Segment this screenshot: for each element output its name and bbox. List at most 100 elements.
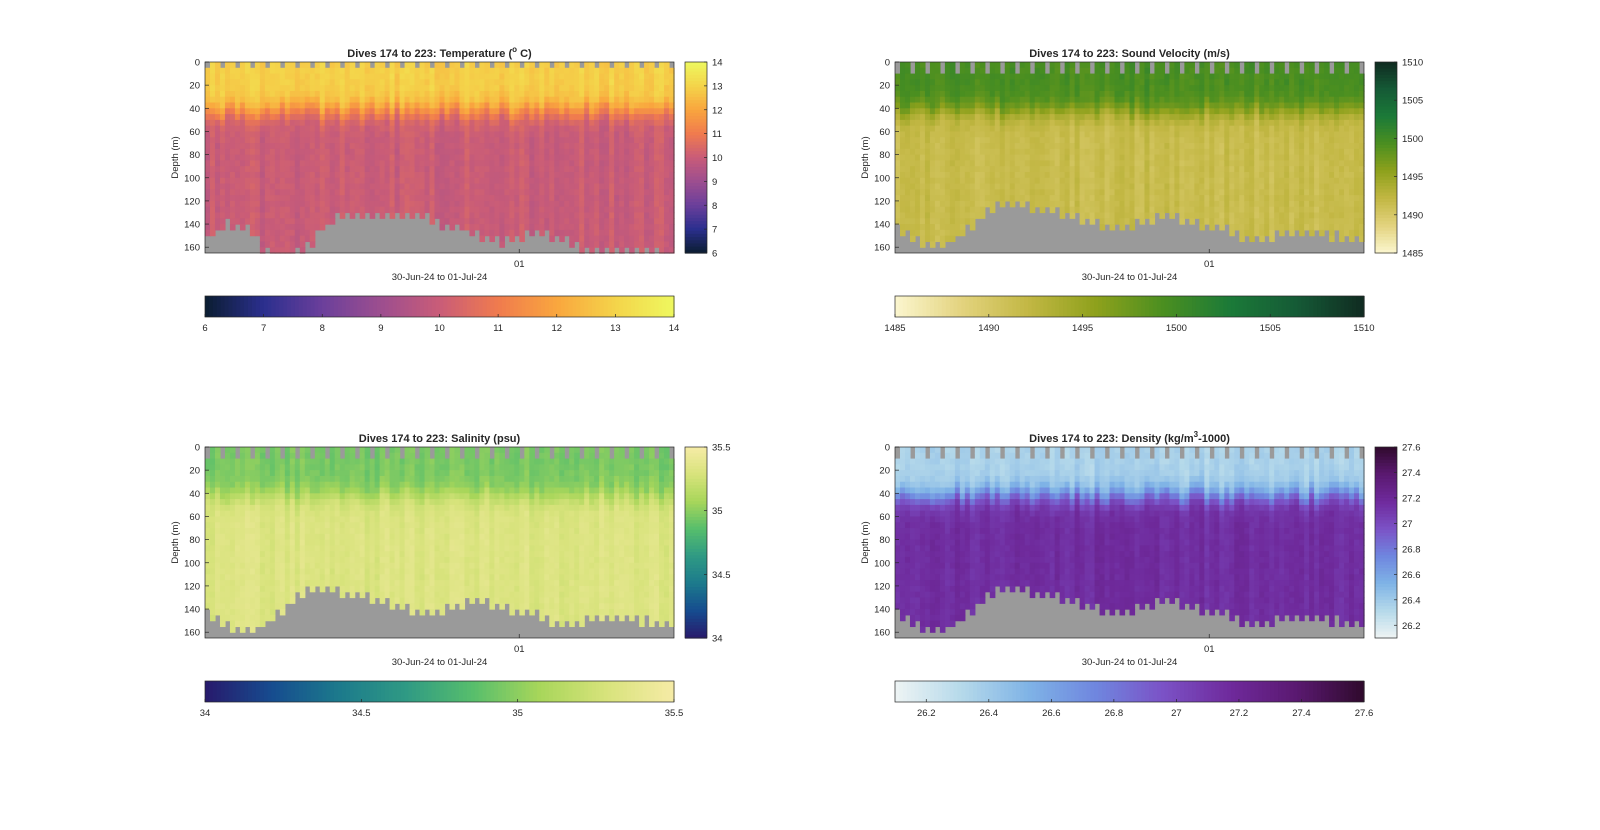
heatmap-cell	[574, 85, 580, 92]
heatmap-cell	[529, 224, 535, 231]
heatmap-cell	[334, 137, 341, 144]
heatmap-cell	[424, 183, 431, 190]
heatmap-cell	[339, 85, 346, 92]
heatmap-cell	[929, 119, 936, 127]
heatmap-cell	[1079, 218, 1086, 225]
heatmap-cell	[649, 247, 655, 254]
heatmap-cell	[364, 171, 371, 179]
heatmap-cell	[344, 200, 351, 208]
heatmap-cell	[529, 79, 535, 86]
heatmap-cell	[929, 212, 936, 219]
heatmap-cell	[644, 90, 650, 98]
heatmap-cell	[1089, 200, 1096, 208]
heatmap-cell	[1119, 148, 1126, 156]
heatmap-cell	[1224, 177, 1230, 185]
heatmap-column	[669, 67, 675, 254]
heatmap-cell	[414, 206, 421, 214]
heatmap-cell	[239, 189, 246, 196]
heatmap-cell	[554, 200, 560, 208]
heatmap-cell	[554, 119, 560, 127]
heatmap-cell	[309, 125, 316, 133]
heatmap-cell	[584, 241, 590, 248]
heatmap-cell	[614, 177, 620, 185]
heatmap-cell	[384, 171, 391, 179]
heatmap-cell	[219, 224, 226, 231]
heatmap-cell	[604, 108, 610, 115]
heatmap-cell	[999, 131, 1006, 138]
heatmap-cell	[929, 73, 936, 80]
heatmap-cell	[909, 108, 916, 115]
heatmap-cell	[899, 148, 906, 156]
heatmap-cell	[214, 108, 221, 115]
heatmap-cell	[319, 114, 326, 121]
heatmap-column	[1164, 73, 1171, 214]
heatmap-cell	[359, 212, 366, 219]
heatmap-cell	[1144, 166, 1151, 173]
heatmap-cell	[1194, 148, 1200, 156]
heatmap-cell	[909, 189, 916, 196]
heatmap-cell	[1039, 166, 1046, 173]
heatmap-cell	[434, 166, 441, 173]
heatmap-cell	[234, 166, 241, 173]
heatmap-cell	[1189, 177, 1195, 185]
heatmap-cell	[619, 96, 625, 104]
heatmap-cell	[954, 200, 961, 208]
heatmap-cell	[369, 148, 376, 156]
heatmap-cell	[1124, 119, 1131, 127]
heatmap-cell	[205, 137, 211, 144]
heatmap-cell	[1219, 67, 1225, 75]
heatmap-cell	[1024, 177, 1031, 185]
heatmap-cell	[229, 224, 236, 231]
heatmap-cell	[1064, 206, 1071, 214]
heatmap-cell	[529, 154, 535, 161]
heatmap-cell	[504, 131, 510, 138]
heatmap-cell	[419, 85, 426, 92]
heatmap-cell	[1059, 154, 1066, 161]
heatmap-cell	[474, 171, 481, 179]
heatmap-cell	[459, 212, 466, 219]
heatmap-cell	[574, 125, 580, 133]
colorbar-segment	[685, 77, 707, 82]
heatmap-cell	[554, 229, 560, 237]
heatmap-cell	[509, 131, 515, 138]
colorbar-segment	[685, 192, 707, 197]
heatmap-cell	[895, 102, 901, 109]
heatmap-cell	[999, 177, 1006, 185]
heatmap-cell	[984, 148, 991, 156]
heatmap-cell	[205, 200, 211, 208]
heatmap-cell	[269, 90, 276, 98]
heatmap-cell	[454, 154, 461, 161]
heatmap-cell	[1114, 62, 1121, 69]
colorbar-segment	[685, 112, 707, 117]
heatmap-cell	[949, 195, 956, 202]
heatmap-cell	[1214, 79, 1220, 86]
heatmap-cell	[359, 102, 366, 109]
heatmap-cell	[1029, 90, 1036, 98]
heatmap-cell	[989, 189, 996, 196]
heatmap-cell	[669, 200, 675, 208]
heatmap-column	[544, 62, 550, 231]
heatmap-cell	[294, 166, 301, 173]
heatmap-cell	[264, 195, 271, 202]
heatmap-cell	[369, 166, 376, 173]
heatmap-column	[529, 62, 535, 237]
heatmap-cell	[464, 102, 471, 109]
heatmap-cell	[284, 160, 291, 167]
heatmap-cell	[494, 224, 500, 231]
heatmap-cell	[234, 200, 241, 208]
heatmap-cell	[604, 79, 610, 86]
heatmap-cell	[604, 195, 610, 202]
heatmap-cell	[659, 247, 665, 254]
heatmap-cell	[324, 73, 331, 80]
heatmap-cell	[1039, 183, 1046, 190]
heatmap-cell	[309, 137, 316, 144]
heatmap-cell	[264, 108, 271, 115]
heatmap-cell	[639, 143, 645, 150]
heatmap-cell	[1209, 125, 1215, 133]
heatmap-cell	[284, 114, 291, 121]
heatmap-cell	[209, 90, 216, 98]
heatmap-cell	[1149, 183, 1156, 190]
heatmap-cell	[629, 154, 635, 161]
heatmap-cell	[1084, 62, 1091, 69]
heatmap-cell	[1209, 90, 1215, 98]
